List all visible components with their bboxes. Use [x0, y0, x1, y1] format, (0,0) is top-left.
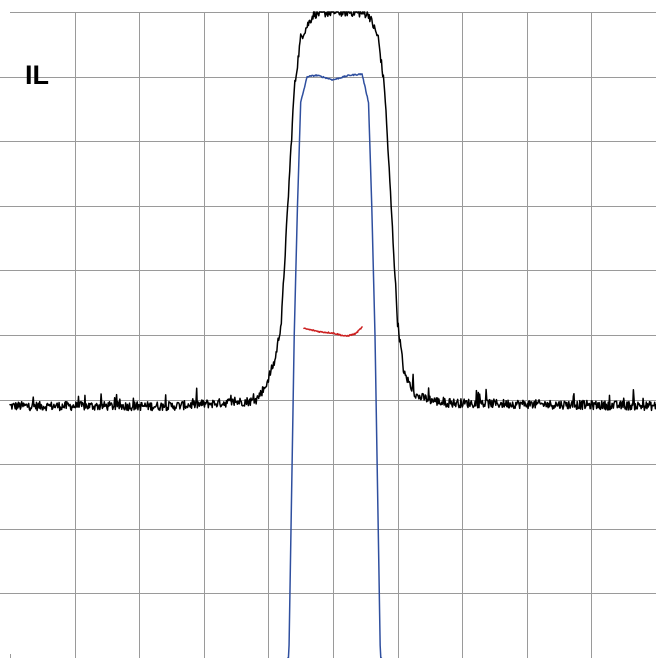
series-line-1: [9, 11, 656, 412]
axis-ticks: [0, 77, 592, 658]
series-traces: [9, 11, 656, 658]
gridlines: [10, 12, 656, 658]
series-line-3: [303, 326, 363, 337]
panel-label: IL: [25, 60, 49, 90]
series-line-2: [287, 73, 383, 658]
